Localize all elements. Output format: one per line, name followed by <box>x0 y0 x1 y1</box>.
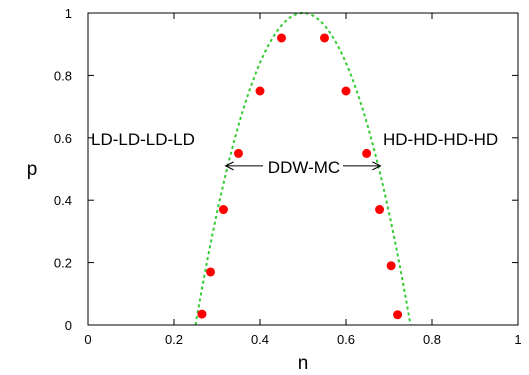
y-tick-label: 0.2 <box>54 256 72 271</box>
data-point <box>393 310 403 320</box>
y-axis-title: p <box>27 159 38 180</box>
center-label-background <box>263 158 343 173</box>
data-point <box>386 261 396 271</box>
data-point <box>320 33 329 43</box>
x-tick-label: 0.8 <box>423 332 441 347</box>
x-tick-label: 0.4 <box>251 332 269 347</box>
region-label-right: HD-HD-HD-HD <box>383 130 498 149</box>
y-tick-label: 0.6 <box>54 131 72 146</box>
x-axis-title: n <box>298 353 309 374</box>
x-tick-label: 0.6 <box>337 332 355 347</box>
data-point <box>218 205 228 215</box>
annotations: LD-LD-LD-LD HD-HD-HD-HD DDW-MC <box>91 130 498 177</box>
arrowhead-right <box>372 161 382 171</box>
y-tick-label: 0.4 <box>54 193 72 208</box>
y-tick-label: 0 <box>65 318 72 333</box>
data-point <box>206 267 216 277</box>
plot-frame <box>87 12 519 326</box>
tick-labels: 0 0.2 0.4 0.6 0.8 1 0 0.2 0.4 0.6 0.8 1 <box>54 6 522 347</box>
x-tick-label: 1 <box>514 332 521 347</box>
y-tick-label: 1 <box>65 6 72 21</box>
data-point <box>341 86 351 96</box>
x-tick-label: 0.2 <box>165 332 183 347</box>
data-point <box>197 309 207 319</box>
data-points <box>197 33 403 320</box>
data-point <box>255 86 265 96</box>
arrowhead-left <box>224 161 234 171</box>
x-tick-label: 0 <box>84 332 91 347</box>
data-point <box>362 148 372 158</box>
data-point <box>277 33 286 43</box>
data-point <box>375 205 385 215</box>
y-tick-label: 0.8 <box>54 68 72 83</box>
data-point <box>234 148 243 158</box>
region-label-center: DDW-MC <box>268 158 340 177</box>
region-label-left: LD-LD-LD-LD <box>91 130 195 149</box>
